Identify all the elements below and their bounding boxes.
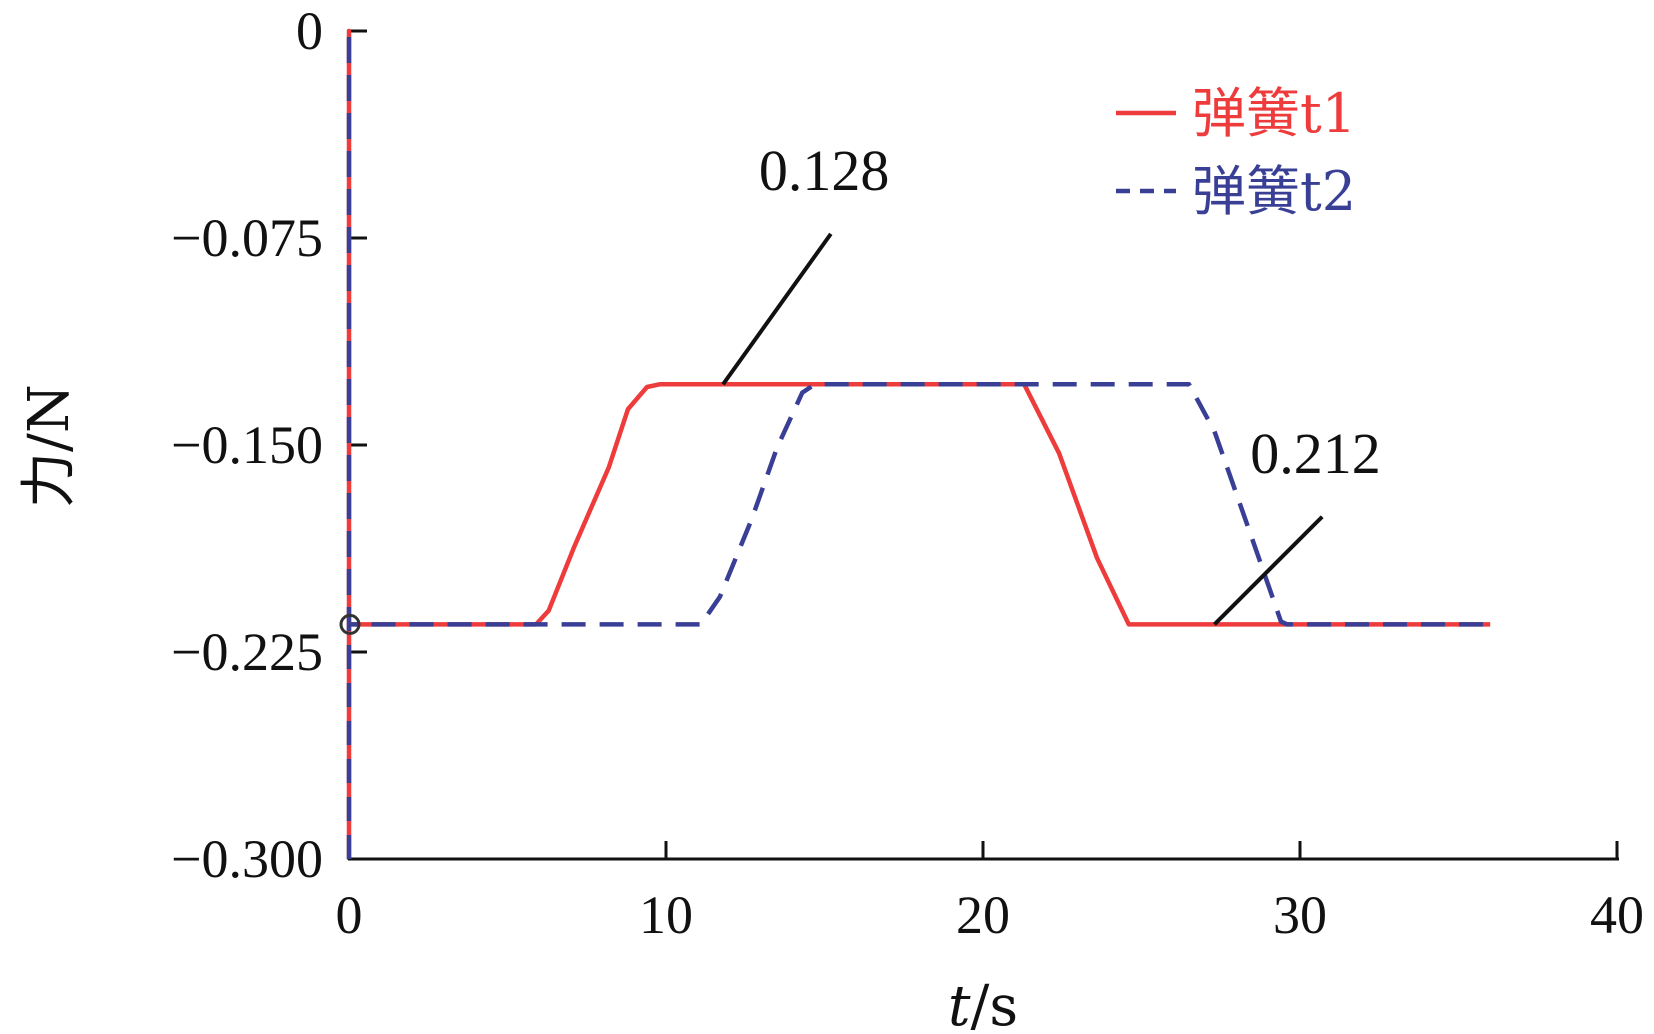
series-line-2 xyxy=(346,28,1491,859)
start-marker xyxy=(339,613,361,635)
annotation-leader-2 xyxy=(1212,515,1324,626)
x-tick-label: 40 xyxy=(1590,885,1644,945)
annotation-leader-1 xyxy=(721,232,833,386)
annotation-layer: 0.128 0.212 xyxy=(721,138,1381,626)
x-tick-label: 30 xyxy=(1273,885,1327,945)
y-tick-label: −0.150 xyxy=(171,415,323,475)
x-tick-label: 0 xyxy=(336,885,363,945)
x-axis-label: t/s xyxy=(948,974,1018,1034)
y-tick-label: −0.300 xyxy=(171,829,323,889)
y-axis-label: 力/N xyxy=(17,384,82,508)
x-tick-label: 20 xyxy=(956,885,1010,945)
x-tick-label: 10 xyxy=(639,885,693,945)
legend-label-1: 弹簧t1 xyxy=(1192,82,1356,145)
legend: 弹簧t1 弹簧t2 xyxy=(1116,82,1356,223)
series-layer xyxy=(339,28,1491,859)
y-tick-label: −0.225 xyxy=(171,622,323,682)
legend-label-2: 弹簧t2 xyxy=(1192,160,1356,223)
axis-labels: t/s 力/N xyxy=(17,384,1018,1034)
annotation-label-2: 0.212 xyxy=(1250,421,1381,486)
y-tick-label: −0.075 xyxy=(171,208,323,268)
x-axis-label-var: t xyxy=(948,974,971,1034)
annotation-label-1: 0.128 xyxy=(759,138,890,203)
x-axis-label-unit: /s xyxy=(970,974,1018,1034)
y-tick-label: 0 xyxy=(296,1,323,61)
